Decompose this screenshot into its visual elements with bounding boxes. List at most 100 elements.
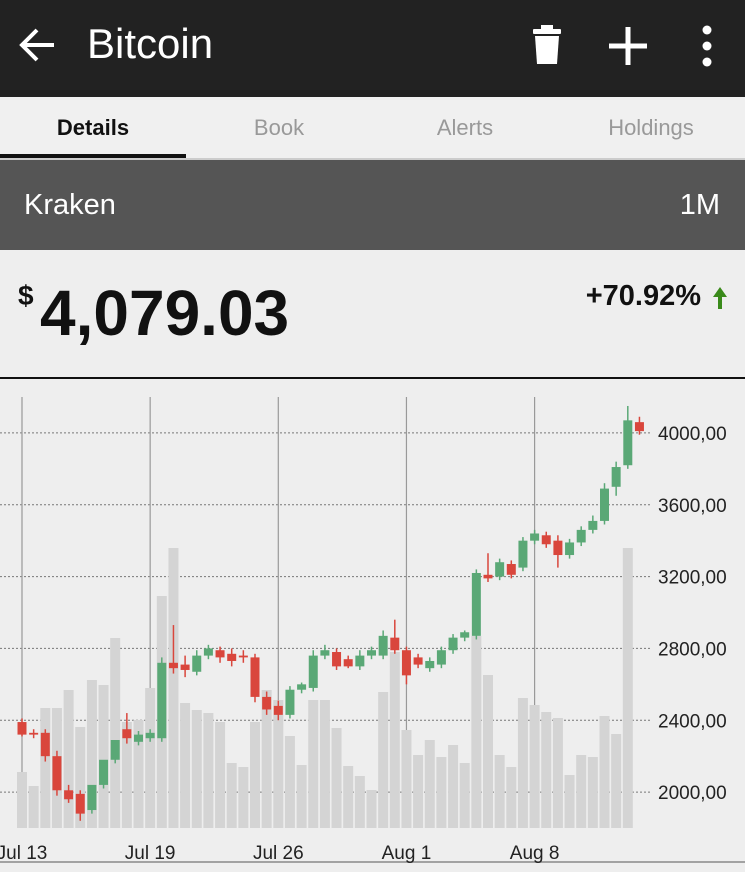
volume-bar: [622, 548, 633, 828]
candle-body: [436, 650, 446, 665]
exchange-name: Kraken: [24, 189, 116, 221]
candle-body: [203, 648, 213, 656]
price: 4,079.03: [40, 277, 290, 349]
exchange-bar[interactable]: Kraken 1M: [0, 160, 745, 250]
y-tick-label: 3600,00: [658, 496, 727, 517]
volume-bar: [552, 718, 563, 828]
volume-bar: [459, 763, 470, 828]
volume-bar: [308, 700, 319, 828]
volume-bar: [261, 690, 272, 828]
volume-bar: [541, 712, 552, 828]
candle-body: [308, 655, 318, 688]
candle-body: [17, 722, 27, 735]
candle-body: [157, 662, 167, 739]
y-tick-label: 3200,00: [658, 568, 727, 589]
volume-bar: [145, 688, 156, 828]
volume-bar: [506, 767, 517, 828]
candle-body: [238, 655, 248, 658]
volume-bar: [517, 698, 528, 828]
candle-body: [215, 650, 225, 658]
candle-body: [541, 535, 551, 545]
volume-bar: [203, 713, 214, 828]
volume-bar: [110, 638, 121, 828]
candle-body: [343, 659, 353, 667]
candle-body: [29, 732, 39, 735]
delete-button[interactable]: [533, 25, 561, 64]
tab[interactable]: Alerts: [436, 115, 494, 140]
candle-body: [168, 662, 178, 669]
candle-body: [448, 637, 458, 651]
candle-body: [320, 650, 330, 656]
volume-bar: [273, 700, 284, 828]
price-panel: $ 4,079.03 +70.92%: [0, 250, 745, 377]
volume-bar: [121, 722, 132, 828]
candle-body: [413, 657, 423, 665]
volume-bar: [354, 776, 365, 828]
app-bar: Bitcoin: [0, 0, 745, 97]
tab[interactable]: Holdings: [608, 115, 694, 140]
volume-bar: [587, 757, 598, 828]
range[interactable]: 1M: [679, 189, 720, 221]
x-tick-label: Jul 13: [0, 843, 47, 864]
volume-bar: [296, 765, 307, 828]
volume-bar: [86, 680, 97, 828]
volume-bar: [191, 710, 202, 828]
volume-bar: [389, 652, 400, 828]
candle-body: [576, 529, 586, 543]
candle-body: [611, 467, 621, 487]
change: +70.92%: [585, 280, 701, 312]
back-button[interactable]: [19, 28, 54, 62]
candle-body: [460, 632, 470, 638]
candle-body: [518, 540, 528, 568]
menu-button[interactable]: [702, 25, 712, 67]
candle-body: [145, 732, 155, 739]
volume-bar: [215, 722, 226, 828]
candle-body: [110, 740, 120, 760]
tab-indicator: [0, 154, 186, 158]
tab-bar: Details Book Alerts Holdings: [0, 97, 745, 160]
y-tick-label: 4000,00: [658, 424, 727, 445]
candle-body: [553, 540, 563, 556]
volume-bar: [611, 734, 622, 828]
volume-bar: [378, 692, 389, 828]
candle-body: [425, 660, 435, 669]
volume-bar: [168, 548, 179, 828]
x-tick-label: Aug 1: [382, 843, 432, 864]
volume-bar: [180, 703, 191, 828]
candle-body: [506, 564, 516, 575]
add-button[interactable]: [609, 27, 647, 65]
candle-body: [64, 790, 74, 800]
volume-bar: [98, 685, 109, 828]
chart: 2000,00 2400,00 2800,00 3200,00 3600,00 4000,…: [0, 377, 745, 864]
volume-bar: [448, 745, 459, 828]
candle-body: [495, 562, 505, 577]
tab[interactable]: Book: [253, 115, 305, 140]
candle-body: [623, 420, 633, 466]
app-bar-icons: [19, 25, 712, 67]
candle-body: [634, 422, 644, 432]
volume-bar: [17, 772, 27, 828]
title: Bitcoin: [87, 20, 214, 67]
candle-body: [355, 655, 365, 667]
volume-bar: [483, 675, 493, 828]
candle-body: [530, 533, 540, 541]
volume-bar: [28, 786, 39, 828]
volume-bar: [331, 728, 342, 828]
candle-body: [285, 689, 295, 715]
candle-body: [565, 542, 575, 556]
candle-body: [367, 650, 376, 656]
candle-body: [99, 759, 109, 785]
up-arrow: [713, 287, 727, 309]
x-tick-label: Jul 19: [125, 843, 176, 864]
tab[interactable]: Details: [56, 115, 130, 140]
candle-body: [87, 784, 97, 811]
volume-bar: [424, 740, 435, 828]
candle-body: [180, 664, 190, 670]
candle-body: [134, 734, 143, 742]
candle-body: [401, 650, 411, 676]
x-tick-label: Aug 8: [510, 843, 560, 864]
candle-body: [600, 488, 609, 521]
candle-body: [250, 657, 260, 697]
candle-body: [390, 637, 400, 651]
